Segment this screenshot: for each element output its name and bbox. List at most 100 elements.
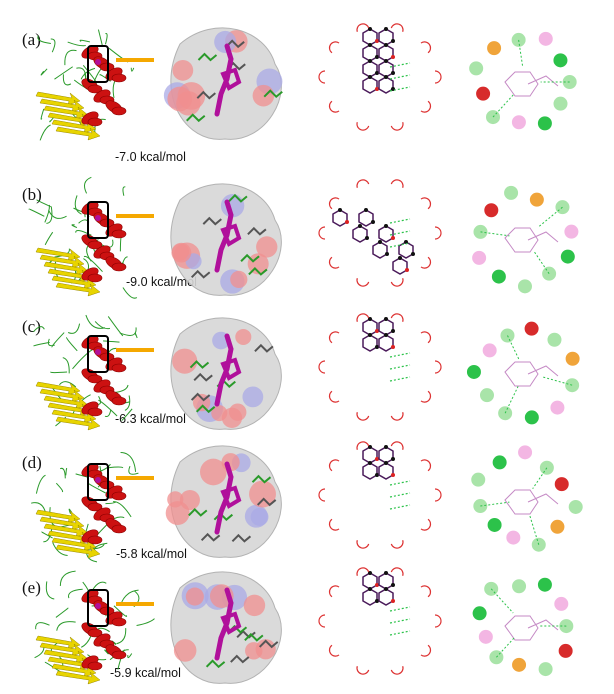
atom <box>384 27 388 31</box>
ligand-marker <box>95 215 101 221</box>
residue-disc <box>468 60 485 77</box>
ligand-skeleton <box>504 489 559 515</box>
hydrophobic-contact <box>420 100 432 113</box>
hydrogen-bond <box>389 242 411 248</box>
hydrophobic-contact <box>328 256 340 269</box>
hydrophobic-contact <box>328 100 340 113</box>
ligand-ring-2d <box>362 76 378 94</box>
beta-sheet <box>55 126 101 141</box>
coil-segment <box>28 208 45 217</box>
residue-disc <box>553 595 570 612</box>
interaction-line <box>537 206 563 228</box>
residue-disc <box>475 85 492 102</box>
beta-sheet <box>39 388 85 403</box>
residue-stick <box>230 654 250 664</box>
residue-disc <box>536 115 553 132</box>
coil-segment <box>56 621 76 631</box>
surface-patch <box>185 587 204 606</box>
beta-sheet <box>55 544 101 559</box>
atom <box>375 345 379 349</box>
ligand-ring-2d <box>378 334 394 352</box>
residue-stick <box>244 632 264 642</box>
alpha-helix <box>87 374 103 384</box>
atom <box>391 329 395 333</box>
beta-sheet <box>51 119 97 134</box>
hydrophobic-contact <box>356 412 370 421</box>
coil-segment <box>44 231 54 246</box>
coil-segment <box>65 467 68 476</box>
hydrophobic-contact <box>420 644 432 657</box>
residue-disc <box>516 278 533 295</box>
residue-disc <box>503 184 520 201</box>
hydrophobic-contact <box>390 278 404 287</box>
ligand-ring <box>220 611 242 635</box>
hydrophobic-contact <box>356 540 370 549</box>
hydrophobic-contact <box>390 23 404 32</box>
pointer-bar <box>116 476 154 480</box>
panel-graphics <box>31 441 584 563</box>
ligand-ring-2d <box>378 462 394 480</box>
alpha-helix <box>111 650 127 660</box>
surface-patch <box>230 270 248 289</box>
alpha-helix <box>111 229 127 239</box>
hydrophobic-contact <box>434 614 442 628</box>
coil-segment <box>108 466 124 469</box>
ligand-ring-2d <box>362 28 378 46</box>
atom <box>365 236 369 240</box>
ligand-ring-2d <box>362 588 378 606</box>
residue-disc <box>490 268 507 285</box>
ligand-ring-2d <box>332 209 348 227</box>
coil-segment <box>124 395 131 411</box>
ligand-ring-2d <box>378 572 394 590</box>
atom <box>368 445 372 449</box>
coil-segment <box>35 622 50 630</box>
beta-sheet <box>35 381 81 396</box>
residue-disc <box>549 399 566 416</box>
panel-graphics <box>33 313 581 431</box>
hydrophobic-contact <box>420 390 432 403</box>
hydrophobic-contact <box>420 331 432 344</box>
coil-segment <box>94 321 111 330</box>
interaction-line <box>518 39 524 68</box>
binding-energy-label: -5.8 kcal/mol <box>116 547 187 561</box>
atom <box>368 333 372 337</box>
surface-patch <box>200 458 227 486</box>
hydrophobic-contact <box>356 179 370 188</box>
atom <box>368 571 372 575</box>
hydrophobic-contact <box>328 585 340 598</box>
coil-segment <box>113 605 128 617</box>
interaction-line <box>507 335 520 360</box>
atom <box>384 571 388 575</box>
coil-segment <box>71 224 78 229</box>
ligand-ring-2d <box>362 572 378 590</box>
panel-graphics <box>28 176 580 299</box>
residue-stick <box>197 52 218 62</box>
surface-patch <box>167 86 193 112</box>
interaction-map <box>465 320 581 426</box>
interaction-map <box>471 184 580 295</box>
atom <box>384 59 388 63</box>
ligand-ring-2d <box>392 257 408 275</box>
residue-stick <box>189 360 210 369</box>
coil-segment <box>64 49 77 66</box>
residue-disc <box>553 476 570 493</box>
coil-segment <box>103 340 120 343</box>
coil-segment <box>67 41 86 47</box>
ligand-ring-2d <box>378 446 394 464</box>
coil-segment <box>37 35 51 44</box>
residue-disc <box>523 320 540 337</box>
coil-segment <box>66 336 78 352</box>
surface-patch <box>172 348 198 374</box>
hydrophobic-contact <box>328 518 340 531</box>
atom <box>375 473 379 477</box>
residue-disc <box>470 471 487 488</box>
atom <box>391 345 395 349</box>
residue-disc <box>491 454 508 471</box>
residue-disc <box>552 52 569 69</box>
panel-label: (d) <box>22 453 42 472</box>
ligplot-diagram <box>318 567 442 675</box>
beta-sheet <box>35 635 81 650</box>
ligand-ring-2d <box>378 318 394 336</box>
atom <box>338 208 342 212</box>
atom <box>411 252 415 256</box>
